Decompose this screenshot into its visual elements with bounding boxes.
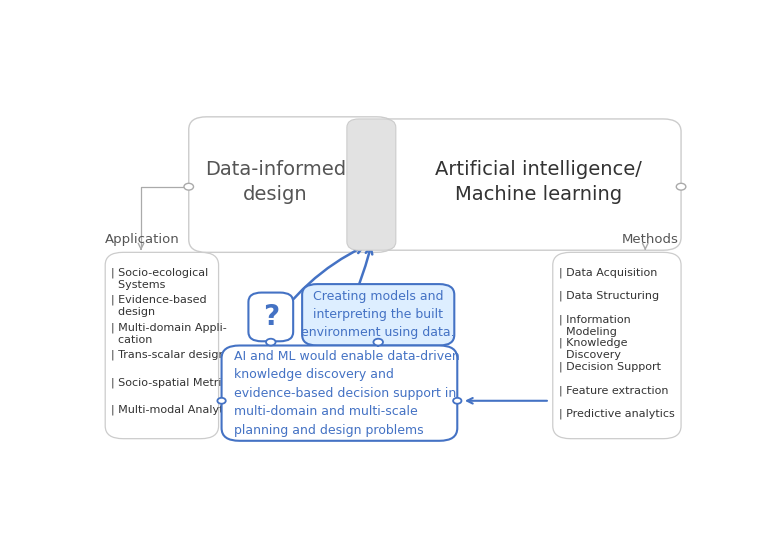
Text: | Data Acquisition: | Data Acquisition: [559, 267, 657, 278]
FancyBboxPatch shape: [553, 252, 681, 439]
Text: Creating models and
interpreting the built
environment using data.: Creating models and interpreting the bui…: [301, 290, 455, 339]
Text: | Feature extraction: | Feature extraction: [559, 385, 668, 395]
FancyBboxPatch shape: [302, 284, 454, 345]
FancyBboxPatch shape: [105, 252, 219, 439]
FancyBboxPatch shape: [346, 119, 396, 250]
Text: | Knowledge
  Discovery: | Knowledge Discovery: [559, 338, 628, 360]
Text: | Multi-domain Appli-
  cation: | Multi-domain Appli- cation: [111, 322, 227, 345]
Circle shape: [676, 183, 686, 190]
Text: Artificial intelligence/
Machine learning: Artificial intelligence/ Machine learnin…: [435, 160, 642, 204]
FancyBboxPatch shape: [222, 345, 457, 441]
Text: | Socio-spatial Metrics: | Socio-spatial Metrics: [111, 377, 233, 388]
Text: | Evidence-based
  design: | Evidence-based design: [111, 295, 207, 317]
Text: | Data Structuring: | Data Structuring: [559, 291, 659, 301]
FancyBboxPatch shape: [189, 117, 394, 252]
Text: ?: ?: [263, 303, 279, 331]
Circle shape: [453, 398, 461, 404]
Text: Application: Application: [105, 233, 180, 246]
Text: | Socio-ecological
  Systems: | Socio-ecological Systems: [111, 267, 209, 290]
Text: AI and ML would enable data-driven
knowledge discovery and
evidence-based decisi: AI and ML would enable data-driven knowl…: [233, 350, 459, 437]
Circle shape: [217, 398, 226, 404]
Text: | Information
  Modeling: | Information Modeling: [559, 315, 631, 337]
FancyBboxPatch shape: [249, 293, 293, 341]
FancyBboxPatch shape: [344, 119, 681, 250]
Text: Data-informed
design: Data-informed design: [205, 160, 346, 204]
Text: | Predictive analytics: | Predictive analytics: [559, 409, 675, 419]
Circle shape: [266, 339, 276, 345]
Circle shape: [373, 339, 383, 345]
Text: | Trans-scalar design: | Trans-scalar design: [111, 350, 226, 360]
Text: | Decision Support: | Decision Support: [559, 361, 661, 372]
Text: Methods: Methods: [621, 233, 678, 246]
Circle shape: [184, 183, 193, 190]
Text: | Multi-modal Analytics: | Multi-modal Analytics: [111, 405, 239, 415]
